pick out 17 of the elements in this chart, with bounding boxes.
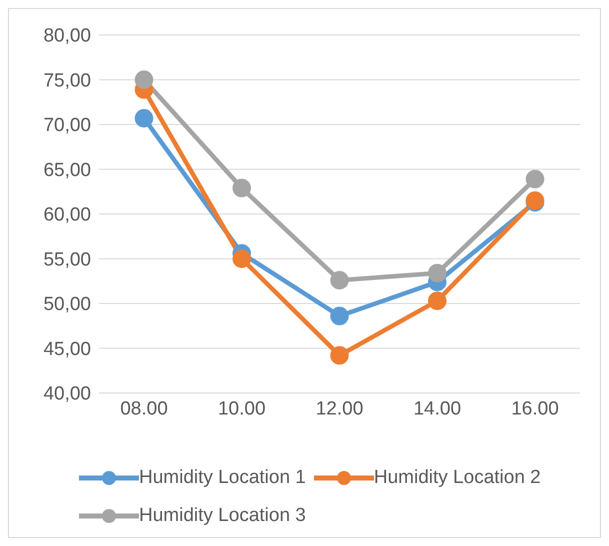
x-tick-label: 10.00 [218, 398, 266, 420]
y-tick-label: 55,00 [43, 249, 91, 270]
y-tick-label: 50,00 [43, 294, 91, 316]
legend-label: Humidity Location 1 [139, 467, 306, 489]
y-tick-label: 70,00 [43, 115, 91, 136]
y-tick-label: 80,00 [43, 26, 91, 47]
y-tick-label: 65,00 [43, 160, 91, 181]
x-tick-label: 12.00 [316, 398, 364, 420]
y-tick-label: 75,00 [43, 70, 91, 92]
legend-label: Humidity Location 2 [374, 467, 541, 489]
y-tick-label: 60,00 [43, 204, 91, 226]
y-tick-label: 40,00 [43, 384, 91, 405]
x-tick-label: 16.00 [511, 398, 559, 420]
x-tick-label: 14.00 [413, 398, 462, 420]
legend-label: Humidity Location 3 [139, 505, 306, 527]
x-tick-label: 08.00 [120, 398, 168, 420]
y-tick-label: 45,00 [43, 338, 91, 360]
